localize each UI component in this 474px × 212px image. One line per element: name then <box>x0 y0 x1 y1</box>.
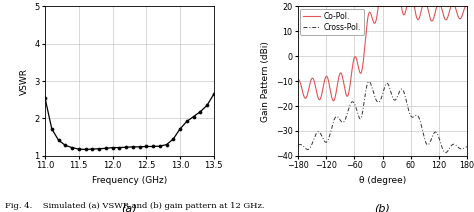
Cross-Pol. <box>464 145 470 148</box>
Co-Pol. <box>365 16 371 18</box>
Line: Co-Pol.: Co-Pol. <box>298 6 467 101</box>
Co-Pol. <box>295 78 301 81</box>
Cross-Pol. <box>443 151 448 154</box>
Co-Pol. <box>358 71 364 74</box>
Text: (a): (a) <box>122 204 137 212</box>
Co-Pol. <box>305 92 310 94</box>
X-axis label: Frequency (GHz): Frequency (GHz) <box>92 176 167 185</box>
Text: (b): (b) <box>374 204 391 212</box>
X-axis label: θ (degree): θ (degree) <box>359 176 406 185</box>
Cross-Pol. <box>358 116 364 119</box>
Co-Pol. <box>464 5 470 8</box>
Co-Pol. <box>330 99 336 102</box>
Y-axis label: VSWR: VSWR <box>19 68 28 95</box>
Text: Fig. 4.    Simulated (a) VSWR and (b) gain pattern at 12 GHz.: Fig. 4. Simulated (a) VSWR and (b) gain … <box>5 202 264 210</box>
Cross-Pol. <box>366 80 372 83</box>
Cross-Pol. <box>331 118 337 121</box>
Cross-Pol. <box>295 144 301 146</box>
Co-Pol. <box>364 22 370 24</box>
Co-Pol. <box>410 5 416 8</box>
Legend: Co-Pol., Cross-Pol.: Co-Pol., Cross-Pol. <box>301 9 364 35</box>
Y-axis label: Gain Pattern (dBi): Gain Pattern (dBi) <box>261 41 270 121</box>
Co-Pol. <box>331 99 337 101</box>
Cross-Pol. <box>364 84 370 86</box>
Cross-Pol. <box>305 148 310 151</box>
Co-Pol. <box>375 5 381 8</box>
Cross-Pol. <box>365 82 371 84</box>
Cross-Pol. <box>410 116 416 118</box>
Line: Cross-Pol.: Cross-Pol. <box>298 82 467 153</box>
